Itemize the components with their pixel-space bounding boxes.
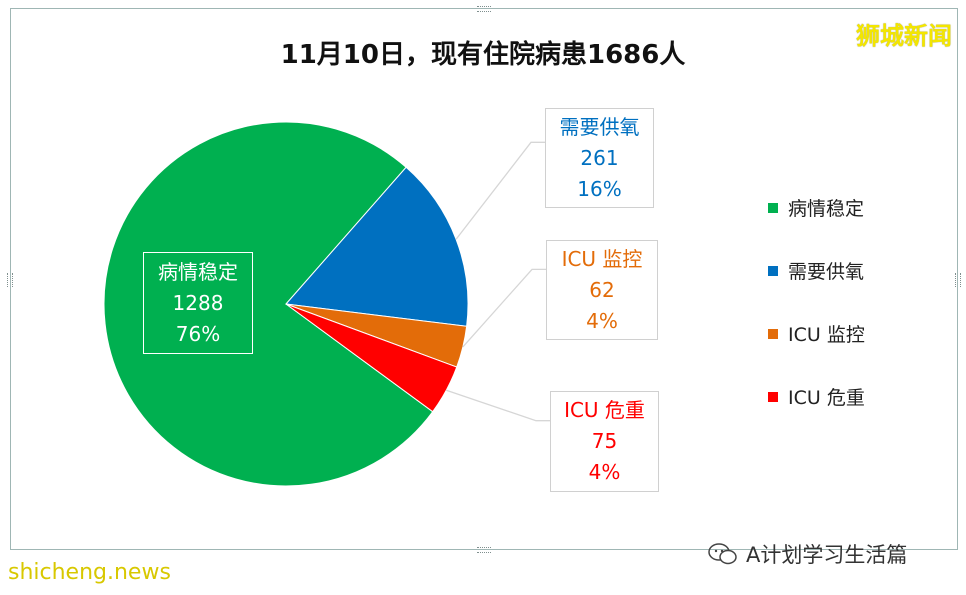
data-label-icu-critical: ICU 危重 75 4% [550, 391, 659, 492]
pie-slice-stable [103, 121, 434, 487]
data-label-percent: 76% [175, 321, 221, 346]
legend-label: ICU 监控 [788, 324, 865, 346]
data-label-value: 1288 [172, 290, 224, 315]
legend-item-oxygen: 需要供氧 [768, 239, 865, 302]
legend: 病情稳定需要供氧 ICU 监控 ICU 危重 [768, 176, 865, 428]
legend-swatch [768, 265, 778, 276]
data-label-oxygen: 需要供氧 261 16% [545, 108, 654, 208]
watermark-top-right: 狮城新闻 [856, 22, 952, 50]
data-label-percent: 4% [588, 460, 621, 484]
resize-handle-bottom[interactable] [477, 547, 491, 553]
leader-line-icu-monitor [462, 268, 546, 348]
data-label-name: 病情稳定 [158, 259, 238, 284]
pie-slice-oxygen [285, 166, 469, 327]
leader-line-oxygen [455, 141, 545, 240]
watermark-bottom-left: shicheng.news [8, 560, 171, 585]
pie-slice-icu-critical [285, 303, 458, 413]
legend-item-icu-critical: ICU 危重 [768, 365, 865, 428]
chart-title: 11月10日，现有住院病患1686人 [280, 40, 686, 70]
legend-label: 需要供氧 [788, 261, 865, 283]
legend-swatch [768, 202, 778, 213]
legend-swatch [768, 391, 778, 402]
data-label-name: ICU 危重 [564, 398, 645, 422]
data-label-stable: 病情稳定 1288 76% [143, 252, 253, 354]
resize-handle-top[interactable] [477, 6, 491, 12]
data-label-percent: 16% [577, 176, 622, 201]
data-label-percent: 4% [586, 308, 618, 333]
legend-label: 病情稳定 [788, 198, 865, 220]
legend-item-stable: 病情稳定 [768, 176, 865, 239]
watermark-bottom-right: A计划学习生活篇 [708, 539, 907, 569]
data-label-name: ICU 监控 [561, 246, 643, 271]
legend-item-icu-monitor: ICU 监控 [768, 302, 865, 365]
data-label-value: 261 [580, 145, 619, 170]
resize-handle-right[interactable] [955, 273, 961, 287]
resize-handle-left[interactable] [7, 273, 13, 287]
wechat-icon [708, 543, 738, 565]
data-label-name: 需要供氧 [559, 114, 640, 139]
wechat-account-name: A计划学习生活篇 [746, 543, 908, 567]
leader-line-icu-critical [446, 389, 550, 422]
legend-label: ICU 危重 [788, 387, 865, 409]
data-label-value: 75 [591, 429, 618, 453]
data-label-value: 62 [589, 277, 615, 302]
data-label-icu-monitor: ICU 监控 62 4% [546, 240, 658, 340]
legend-swatch [768, 328, 778, 339]
